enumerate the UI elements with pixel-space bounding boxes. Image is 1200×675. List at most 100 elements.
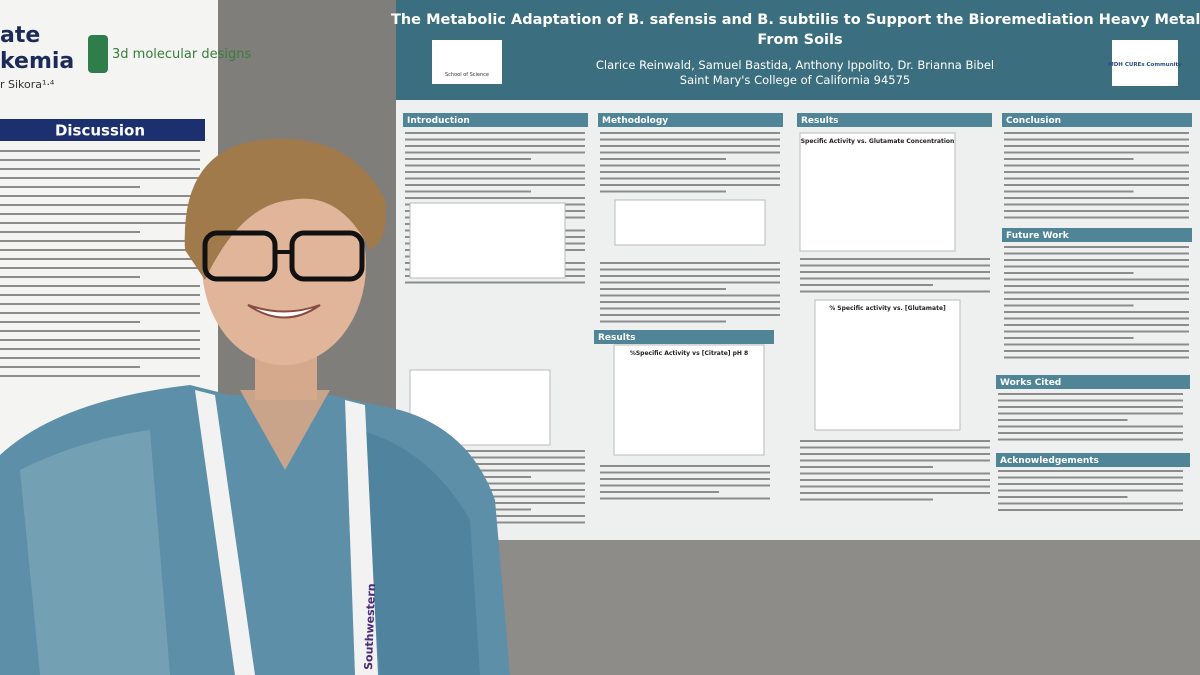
text-line [1004,190,1134,193]
text-line [405,171,585,173]
text-line [0,294,200,296]
text-line [405,164,585,167]
text-line [1004,164,1189,167]
text-line [0,249,200,251]
text-line [800,466,933,468]
text-line [600,491,719,493]
section-title: Works Cited [1000,378,1061,388]
text-line [600,158,726,160]
poster-title: From Soils [757,32,842,48]
text-line [1004,278,1189,281]
text-line [1004,259,1189,261]
section-title: Introduction [407,116,470,126]
text-line [405,132,585,134]
left-author: r Sikora¹·⁴ [0,78,55,91]
figure [799,132,956,252]
section-bar [1002,228,1192,242]
text-line [1004,246,1189,248]
figure [613,344,765,456]
text-line [1004,216,1189,219]
text-line [0,204,200,206]
text-line [800,485,990,488]
text-line [1004,197,1189,199]
section-title: Results [801,116,839,126]
text-line [405,138,585,141]
text-line [0,303,200,305]
poster-title: The Metabolic Adaptation of B. safensis … [391,12,1200,28]
lanyard [195,390,255,675]
text-line [0,177,200,179]
text-line [405,158,531,160]
text-line [600,177,780,180]
shirt-pattern [20,430,170,675]
text-line [405,489,585,491]
text-line [600,145,780,147]
text-line [1004,337,1134,339]
text-line [1004,304,1134,307]
text-line [600,320,726,323]
text-line [800,446,990,449]
text-line [600,184,780,186]
poster-authors: Clarice Reinwald, Samuel Bastida, Anthon… [596,58,994,72]
text-line [600,307,780,310]
text-line [600,151,780,154]
text-line [0,330,200,332]
section-bar [403,113,588,127]
text-line [800,453,990,455]
text-line [405,177,585,180]
section-title: Methodology [602,116,668,126]
text-line [0,312,200,314]
section-title: Acknowledgements [1000,456,1099,466]
text-line [1004,158,1134,160]
lanyard-text: Southwestern [362,583,378,670]
text-line [600,138,780,141]
text-line [800,290,990,293]
text-line [998,406,1183,408]
text-line [0,240,200,242]
text-line [1004,330,1189,333]
text-line [998,425,1183,428]
section-bar [996,375,1190,389]
figure-title: Specific Activity vs. Glutamate Concentr… [801,138,955,145]
left-title: kemia [0,49,74,74]
section-bar [996,453,1190,467]
text-line [800,258,990,260]
left-title: ate [0,23,40,48]
section-title: Results [598,333,636,343]
text-line [0,276,140,278]
text-line [800,459,990,462]
text-line [1004,171,1189,173]
text-line [800,492,990,494]
text-line [800,264,990,267]
text-line [405,145,585,147]
text-line [1004,132,1189,134]
text-line [600,471,770,474]
text-line [0,150,200,152]
text-line [1004,298,1189,300]
text-line [600,478,770,480]
text-line [0,159,200,161]
text-line [0,213,200,215]
text-line [1004,285,1189,287]
text-line [405,495,585,498]
text-line [1004,203,1189,206]
text-line [1004,252,1189,255]
text-line [0,366,140,368]
text-line [1004,177,1189,180]
text-line [0,267,200,269]
logo-right: MDH CUREs Community [1108,62,1182,68]
text-line [600,262,780,264]
text-line [1004,265,1189,268]
shirt-pattern [360,430,480,675]
text-line [998,438,1183,441]
lanyard [345,400,378,675]
poster-affiliation: Saint Mary's College of California 94575 [680,73,910,87]
text-line [998,399,1183,402]
text-line [0,348,200,350]
text-line [1004,151,1189,154]
text-line [1004,145,1189,147]
section-bar [594,330,774,344]
text-line [600,314,780,316]
section-bar [1002,113,1192,127]
